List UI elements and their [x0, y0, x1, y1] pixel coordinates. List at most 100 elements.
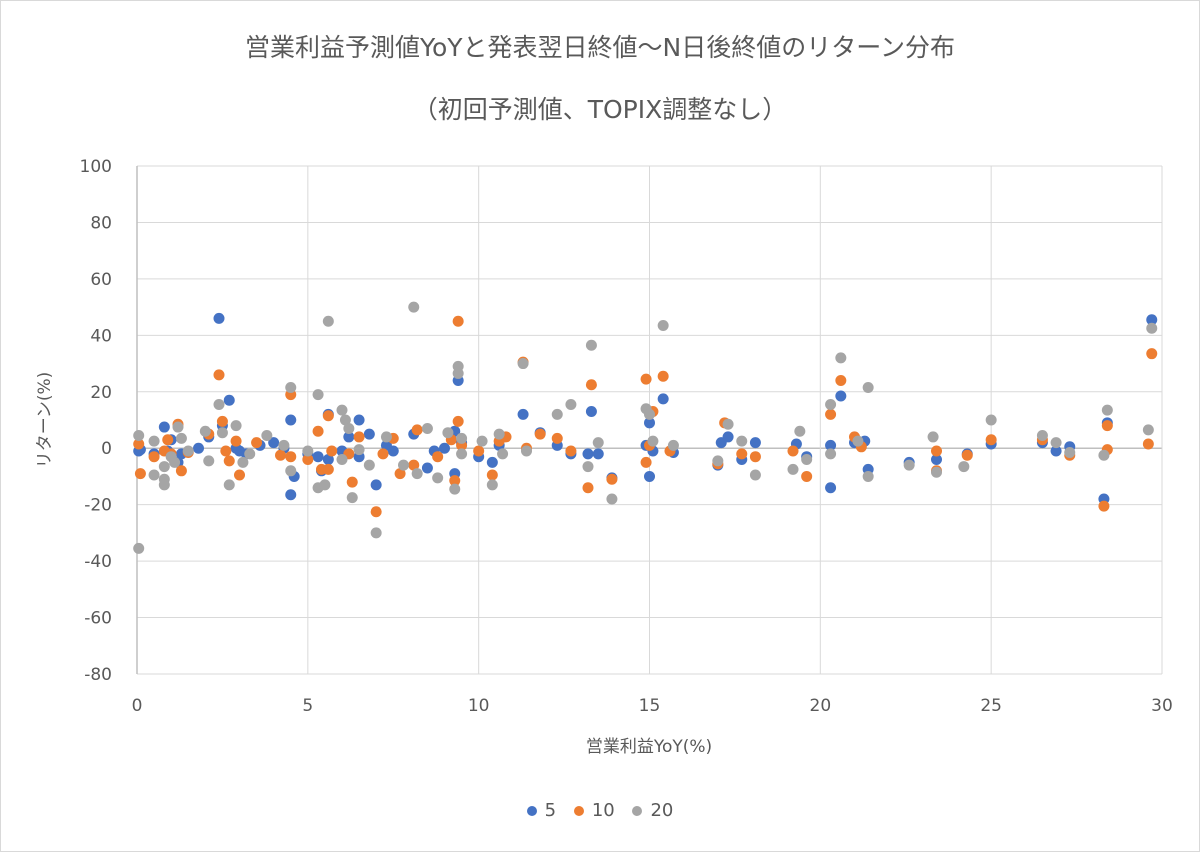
data-point	[408, 459, 420, 471]
data-point	[585, 379, 597, 391]
data-point	[565, 445, 577, 457]
data-point	[158, 421, 170, 433]
data-point	[312, 389, 324, 401]
legend: 5 10 20	[0, 800, 1200, 821]
data-point	[223, 394, 235, 406]
x-tick-labels: 0 5 10 15 20 25 30	[132, 696, 1173, 716]
data-point	[158, 461, 170, 473]
data-point	[213, 369, 225, 381]
data-point	[220, 445, 232, 457]
data-point	[148, 469, 160, 481]
data-point	[1101, 404, 1113, 416]
data-point	[667, 439, 679, 451]
data-point	[640, 456, 652, 468]
data-point	[749, 451, 761, 463]
data-point	[213, 312, 225, 324]
data-point	[343, 431, 355, 443]
data-point	[585, 406, 597, 418]
data-point	[275, 449, 286, 461]
data-point	[251, 437, 263, 449]
data-point	[657, 370, 669, 382]
data-point	[134, 468, 146, 480]
data-point	[592, 437, 604, 449]
x-tick-label: 10	[468, 696, 490, 716]
data-point	[1146, 314, 1158, 326]
data-point	[852, 435, 864, 447]
data-point	[363, 459, 375, 471]
data-point	[640, 373, 652, 385]
data-point	[336, 404, 348, 416]
data-point	[736, 435, 748, 447]
data-point	[647, 435, 659, 447]
data-point	[801, 454, 813, 466]
data-point	[862, 382, 874, 394]
data-point	[521, 445, 532, 457]
data-point	[193, 442, 204, 454]
chart-title: 営業利益予測値YoYと発表翌日終値～N日後終値のリターン分布	[245, 33, 955, 62]
data-point	[244, 448, 256, 460]
x-tick-label: 5	[302, 696, 313, 716]
x-tick-label: 25	[980, 696, 1002, 716]
data-point	[585, 339, 597, 351]
data-point	[657, 393, 669, 405]
data-point	[336, 454, 348, 466]
gridlines	[136, 165, 1163, 675]
data-point	[285, 382, 297, 394]
data-point	[835, 352, 847, 364]
data-point	[172, 421, 184, 433]
data-point	[1050, 445, 1062, 457]
data-point	[199, 425, 211, 437]
data-point	[133, 542, 145, 554]
data-point	[644, 470, 655, 482]
data-point	[825, 448, 837, 460]
data-point	[285, 489, 297, 501]
data-point	[411, 424, 423, 436]
data-point	[1098, 449, 1110, 461]
data-point	[486, 479, 498, 491]
data-point	[551, 408, 563, 420]
data-point	[787, 445, 799, 457]
data-point	[1098, 500, 1110, 512]
data-point	[230, 420, 242, 432]
data-point	[644, 417, 655, 429]
data-point	[606, 473, 618, 485]
y-tick-label: -60	[84, 609, 112, 629]
data-point	[319, 479, 331, 491]
legend-item-10: 10	[573, 800, 615, 821]
data-point	[411, 468, 423, 480]
data-point	[565, 398, 577, 410]
data-point	[432, 451, 444, 463]
data-point	[234, 469, 245, 481]
data-point	[582, 448, 594, 460]
data-point	[476, 435, 488, 447]
data-point	[787, 463, 799, 475]
data-point	[370, 479, 382, 491]
data-point	[169, 456, 181, 468]
data-point	[1146, 322, 1158, 334]
data-point	[387, 445, 399, 457]
data-point	[285, 465, 297, 477]
data-point	[377, 448, 389, 460]
data-point	[363, 428, 375, 440]
data-point	[456, 448, 468, 460]
data-point	[326, 445, 338, 457]
data-point	[148, 451, 160, 463]
legend-item-5: 5	[526, 800, 556, 821]
y-tick-label: -20	[84, 496, 112, 516]
data-point	[278, 439, 290, 451]
data-point	[312, 451, 324, 463]
data-point	[421, 462, 433, 474]
data-point	[801, 470, 813, 482]
data-point	[1142, 424, 1154, 436]
legend-label: 20	[650, 800, 674, 821]
y-axis-label: リターン(%)	[35, 372, 55, 469]
data-point	[175, 465, 187, 477]
data-point	[927, 431, 939, 443]
data-point	[1142, 438, 1154, 450]
data-point	[223, 455, 235, 467]
data-point	[162, 434, 174, 446]
data-point	[958, 461, 970, 473]
data-point	[794, 425, 806, 437]
data-point	[985, 414, 997, 426]
data-point	[862, 470, 874, 482]
